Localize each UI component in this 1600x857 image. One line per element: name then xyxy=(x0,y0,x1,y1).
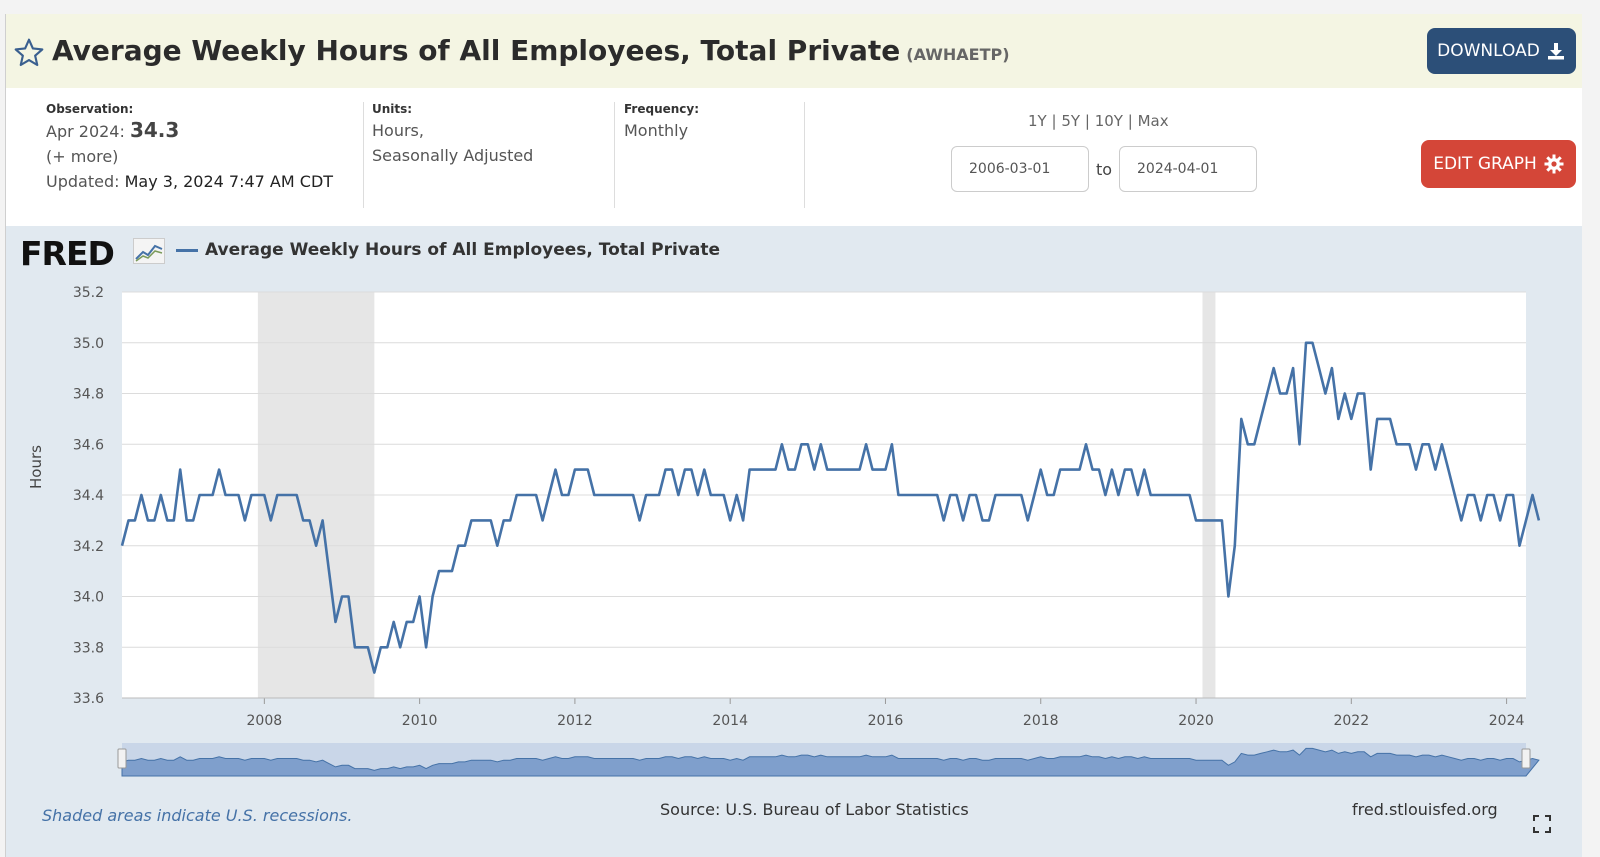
x-tick-label: 2008 xyxy=(247,713,283,729)
more-link[interactable]: (+ more) xyxy=(46,147,119,166)
x-tick-label: 2022 xyxy=(1333,713,1369,729)
to-label: to xyxy=(1096,160,1113,179)
y-tick-label: 34.0 xyxy=(73,590,104,606)
range-1y[interactable]: 1Y xyxy=(1028,112,1047,130)
range-5y[interactable]: 5Y xyxy=(1061,112,1081,130)
y-tick-label: 34.2 xyxy=(73,539,104,555)
download-icon xyxy=(1547,43,1564,60)
gear-icon xyxy=(1544,154,1564,174)
units-label: Units: xyxy=(372,102,413,116)
y-tick-label: 33.6 xyxy=(73,691,104,707)
range-max[interactable]: Max xyxy=(1137,112,1169,130)
star-icon[interactable] xyxy=(13,37,45,69)
frequency-block: Frequency: Monthly xyxy=(624,102,699,143)
edit-graph-button[interactable]: EDIT GRAPH xyxy=(1421,140,1576,188)
observation-date: Apr 2024: xyxy=(46,122,125,141)
observation-block: Observation: Apr 2024: 34.3 (+ more) Upd… xyxy=(46,102,333,194)
updated-value: May 3, 2024 7:47 AM CDT xyxy=(124,172,334,191)
units-line1: Hours, xyxy=(372,121,424,140)
info-panel: Observation: Apr 2024: 34.3 (+ more) Upd… xyxy=(6,88,1583,226)
range-10y[interactable]: 10Y xyxy=(1094,112,1123,130)
frequency-value: Monthly xyxy=(624,121,689,140)
frequency-label: Frequency: xyxy=(624,102,700,116)
units-line2: Seasonally Adjusted xyxy=(372,146,534,165)
graph-card: Average Weekly Hours of All Employees, T… xyxy=(5,14,1583,857)
x-tick-label: 2012 xyxy=(557,713,593,729)
navigator-series xyxy=(121,747,1540,777)
navigator-handle[interactable] xyxy=(117,748,127,769)
series-line xyxy=(120,341,1541,674)
divider xyxy=(614,102,615,208)
updated-label: Updated: xyxy=(46,172,120,191)
page-title: Average Weekly Hours of All Employees, T… xyxy=(52,34,1010,67)
y-tick-label: 33.8 xyxy=(73,640,104,656)
x-tick-label: 2016 xyxy=(868,713,904,729)
y-tick-label: 34.4 xyxy=(73,488,104,504)
y-tick-label: 35.0 xyxy=(73,336,104,352)
recession-note: Shaded areas indicate U.S. recessions. xyxy=(42,806,353,825)
series-title: Average Weekly Hours of All Employees, T… xyxy=(52,34,901,67)
x-tick-label: 2010 xyxy=(402,713,438,729)
site-link[interactable]: fred.stlouisfed.org xyxy=(1352,800,1498,819)
fullscreen-icon[interactable] xyxy=(1533,815,1551,833)
x-tick-label: 2020 xyxy=(1178,713,1214,729)
range-separator: | xyxy=(1127,112,1133,130)
y-tick-label: 34.6 xyxy=(73,437,104,453)
download-button[interactable]: DOWNLOAD xyxy=(1427,28,1576,74)
download-label: DOWNLOAD xyxy=(1437,41,1540,61)
y-tick-label: 35.2 xyxy=(73,285,104,301)
edit-graph-label: EDIT GRAPH xyxy=(1433,154,1537,174)
observation-label: Observation: xyxy=(46,102,134,116)
title-bar: Average Weekly Hours of All Employees, T… xyxy=(6,14,1583,88)
legend-swatch xyxy=(176,249,198,252)
x-tick-label: 2014 xyxy=(712,713,748,729)
line-chart: 33.6 33.8 34.0 34.2 34.4 34.6 34.8 35.0 35.2 200… xyxy=(73,285,1541,777)
fred-logo[interactable]: FRED xyxy=(20,234,115,273)
end-date-input[interactable] xyxy=(1119,146,1257,192)
divider xyxy=(363,102,364,208)
series-id: (AWHAETP) xyxy=(906,45,1010,64)
range-selector: 1Y | 5Y | 10Y | Max xyxy=(1028,112,1169,130)
range-separator: | xyxy=(1084,112,1090,130)
navigator-handle[interactable] xyxy=(1521,748,1531,769)
x-tick-label: 2024 xyxy=(1489,713,1525,729)
x-tick-label: 2018 xyxy=(1023,713,1059,729)
legend-label: Average Weekly Hours of All Employees, T… xyxy=(205,240,721,260)
source-text[interactable]: Source: U.S. Bureau of Labor Statistics xyxy=(660,800,969,819)
range-separator: | xyxy=(1051,112,1057,130)
right-strip xyxy=(1582,0,1600,857)
start-date-input[interactable] xyxy=(951,146,1089,192)
top-strip xyxy=(0,0,1600,14)
trend-icon xyxy=(133,238,165,264)
y-tick-label: 34.8 xyxy=(73,387,104,403)
chart-area: FRED Average Weekly Hours of All Employe… xyxy=(6,226,1583,857)
observation-value: 34.3 xyxy=(129,118,180,142)
divider xyxy=(804,102,805,208)
units-block: Units: Hours, Seasonally Adjusted xyxy=(372,102,533,168)
